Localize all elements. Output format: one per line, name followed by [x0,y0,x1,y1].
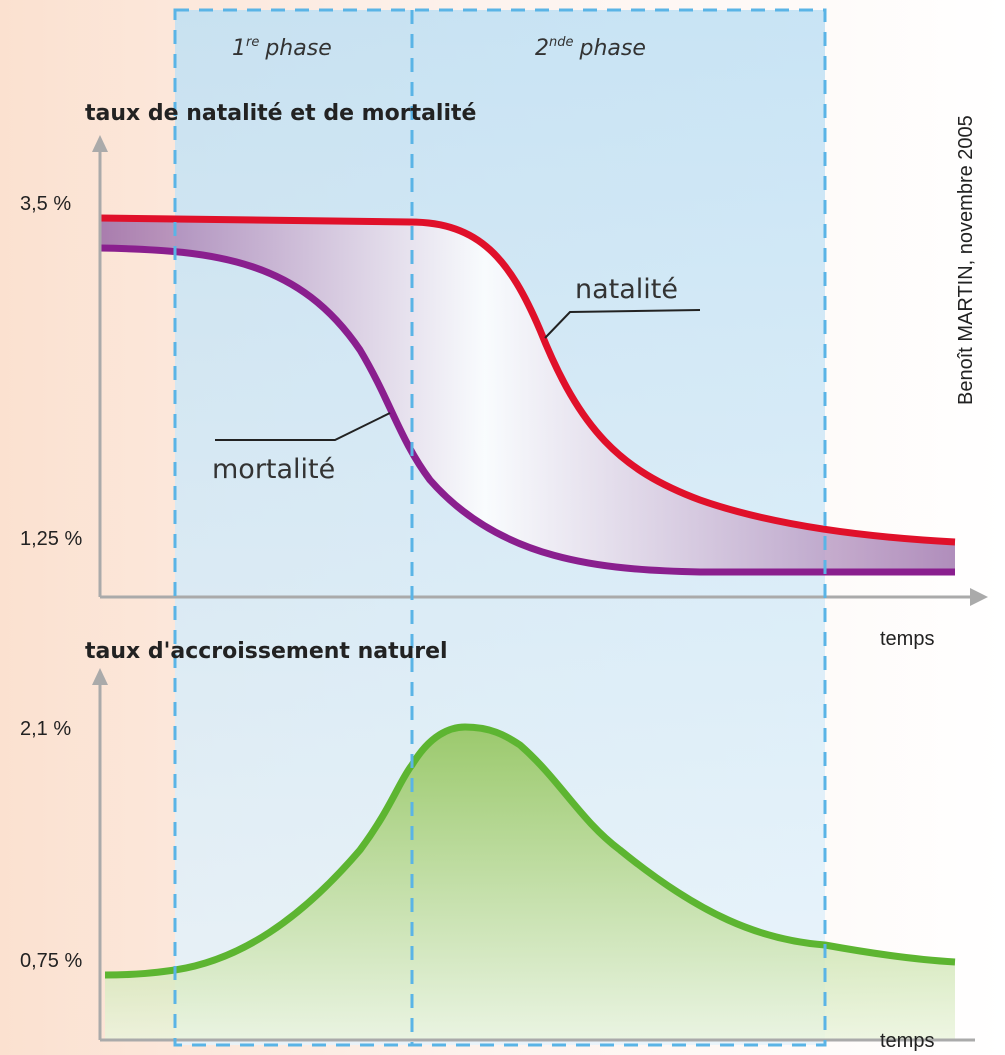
y-label: 0,75 % [20,950,82,972]
leader [215,412,391,441]
chart-title: taux de natalité et de mortalité [85,101,476,126]
x-label: temps [880,1030,934,1052]
mortalite-curve [99,244,955,576]
leader [544,309,701,339]
accroissement-curve [104,723,956,979]
phase-label: 2nde phase [535,35,646,61]
curve-label: natalité [575,274,678,305]
y-label: 2,1 % [20,718,71,740]
y-label: 3,5 % [20,193,71,215]
phase-border [173,8,827,1047]
chart-title: taux d'accroissement naturel [85,639,448,664]
arrow [92,668,108,685]
x-label: temps [880,628,934,650]
y-label: 1,25 % [20,528,82,550]
credit: Benoît MARTIN, novembre 2005 [955,115,977,405]
phase-label: 1re phase [232,35,332,61]
natalite-curve [99,214,956,546]
curve-label: mortalité [212,454,335,485]
green-fill [105,727,955,1040]
gap-fill [100,218,955,572]
arrow [970,588,988,606]
arrow [92,135,108,152]
